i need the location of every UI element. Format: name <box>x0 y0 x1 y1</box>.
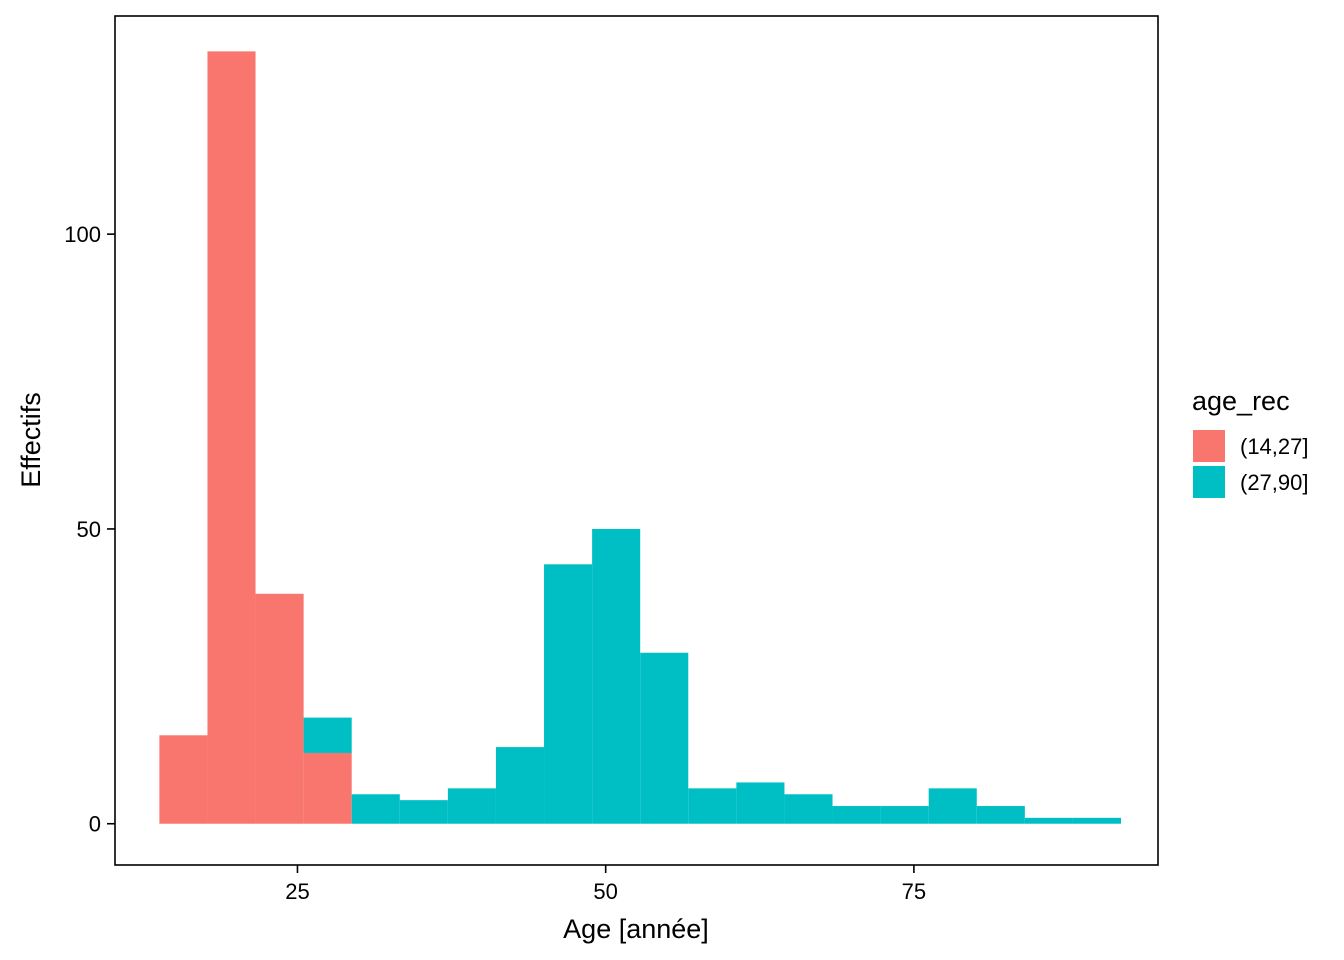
histogram-bar <box>303 717 352 753</box>
histogram-bar <box>255 593 304 824</box>
x-axis-title: Age [année] <box>563 914 709 944</box>
histogram-bar <box>447 788 496 824</box>
histogram-bar <box>976 806 1025 824</box>
histogram-bar <box>832 806 881 824</box>
histogram-bar <box>495 747 545 824</box>
histogram-bar <box>207 51 256 824</box>
x-tick-label: 75 <box>902 879 926 904</box>
legend-title: age_rec <box>1192 386 1290 416</box>
histogram-bar <box>1024 817 1073 824</box>
legend-label: (14,27] <box>1240 434 1309 459</box>
histogram-bar <box>736 782 785 824</box>
histogram-bar <box>592 528 641 824</box>
y-tick-label: 0 <box>89 812 101 837</box>
legend-key <box>1193 430 1225 462</box>
axes-layer: 0 50 100 25 50 75 <box>64 222 926 904</box>
histogram-bar <box>784 794 833 824</box>
histogram-bar <box>544 564 593 824</box>
legend-key <box>1193 466 1225 498</box>
histogram-bar <box>303 752 352 824</box>
y-axis-title: Effectifs <box>16 392 46 488</box>
histogram-bar <box>880 806 929 824</box>
histogram-bar <box>159 735 208 824</box>
x-tick-label: 50 <box>593 879 617 904</box>
histogram-bar <box>351 794 400 824</box>
histogram-bar <box>1072 817 1122 824</box>
legend-label: (27,90] <box>1240 470 1309 495</box>
bars-layer <box>159 51 1122 824</box>
histogram-bar <box>399 800 448 824</box>
y-tick-label: 100 <box>64 222 101 247</box>
histogram-bar <box>640 652 689 824</box>
histogram-bar <box>688 788 737 824</box>
histogram-bar <box>928 788 977 824</box>
legend: age_rec (14,27] (27,90] <box>1192 386 1309 498</box>
panel-border <box>114 15 1159 866</box>
y-tick-label: 50 <box>77 517 101 542</box>
x-tick-label: 25 <box>285 879 309 904</box>
